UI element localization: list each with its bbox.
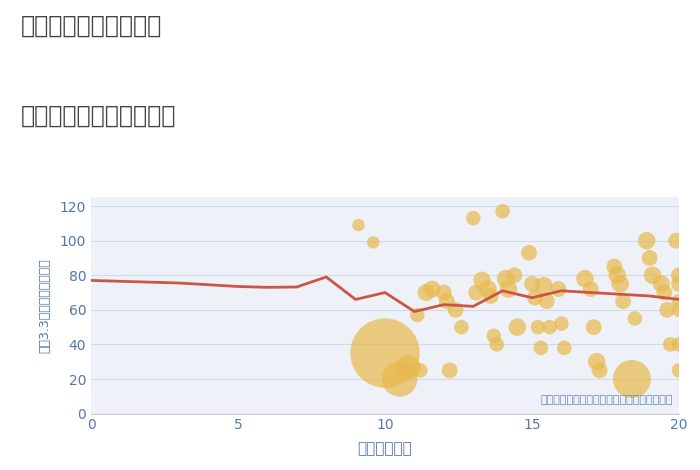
Y-axis label: 坪（3.3㎡）単価（万円）: 坪（3.3㎡）単価（万円） xyxy=(38,258,51,353)
Point xyxy=(529,294,540,301)
Point xyxy=(468,214,479,222)
Point xyxy=(482,285,493,293)
Point xyxy=(497,207,508,215)
Point xyxy=(609,263,620,270)
Point xyxy=(671,237,682,244)
Point xyxy=(414,367,426,374)
Point xyxy=(441,298,452,305)
Point xyxy=(588,323,599,331)
Text: 円の大きさは、取引のあった物件面積を示す: 円の大きさは、取引のあった物件面積を示す xyxy=(540,395,673,405)
Point xyxy=(426,285,438,293)
Point xyxy=(444,367,455,374)
Point xyxy=(536,344,547,352)
Point xyxy=(673,280,685,288)
Point xyxy=(509,272,520,279)
Point xyxy=(524,249,535,257)
Point xyxy=(659,289,670,296)
Point xyxy=(615,280,626,288)
X-axis label: 駅距離（分）: 駅距離（分） xyxy=(358,441,412,456)
Point xyxy=(617,298,629,305)
Point xyxy=(403,363,414,371)
Point xyxy=(594,367,606,374)
Point xyxy=(526,280,538,288)
Text: 埼玉県鶴ヶ島市脚折の: 埼玉県鶴ヶ島市脚折の xyxy=(21,14,162,38)
Point xyxy=(438,289,449,296)
Point xyxy=(559,344,570,352)
Point xyxy=(673,367,685,374)
Text: 駅距離別中古戸建て価格: 駅距離別中古戸建て価格 xyxy=(21,103,176,127)
Point xyxy=(368,239,379,246)
Point xyxy=(641,237,652,244)
Point xyxy=(673,341,685,348)
Point xyxy=(629,315,641,322)
Point xyxy=(532,323,543,331)
Point xyxy=(556,320,567,328)
Point xyxy=(673,272,685,279)
Point xyxy=(553,285,564,293)
Point xyxy=(647,272,658,279)
Point xyxy=(488,332,499,339)
Point xyxy=(353,221,364,229)
Point xyxy=(421,289,432,296)
Point xyxy=(664,341,676,348)
Point xyxy=(538,282,550,290)
Point xyxy=(662,306,673,313)
Point xyxy=(673,306,685,313)
Point xyxy=(456,323,467,331)
Point xyxy=(485,292,496,300)
Point xyxy=(491,341,503,348)
Point xyxy=(580,275,591,282)
Point xyxy=(470,289,482,296)
Point xyxy=(379,349,391,357)
Point xyxy=(656,280,667,288)
Point xyxy=(450,306,461,313)
Point xyxy=(512,323,523,331)
Point xyxy=(412,311,423,319)
Point xyxy=(500,275,511,282)
Point xyxy=(612,272,623,279)
Point xyxy=(673,298,685,305)
Point xyxy=(503,285,514,293)
Point xyxy=(477,277,488,284)
Point xyxy=(591,358,602,366)
Point xyxy=(394,375,405,383)
Point xyxy=(644,254,655,262)
Point xyxy=(626,375,638,383)
Point xyxy=(544,323,555,331)
Point xyxy=(541,298,552,305)
Point xyxy=(585,285,596,293)
